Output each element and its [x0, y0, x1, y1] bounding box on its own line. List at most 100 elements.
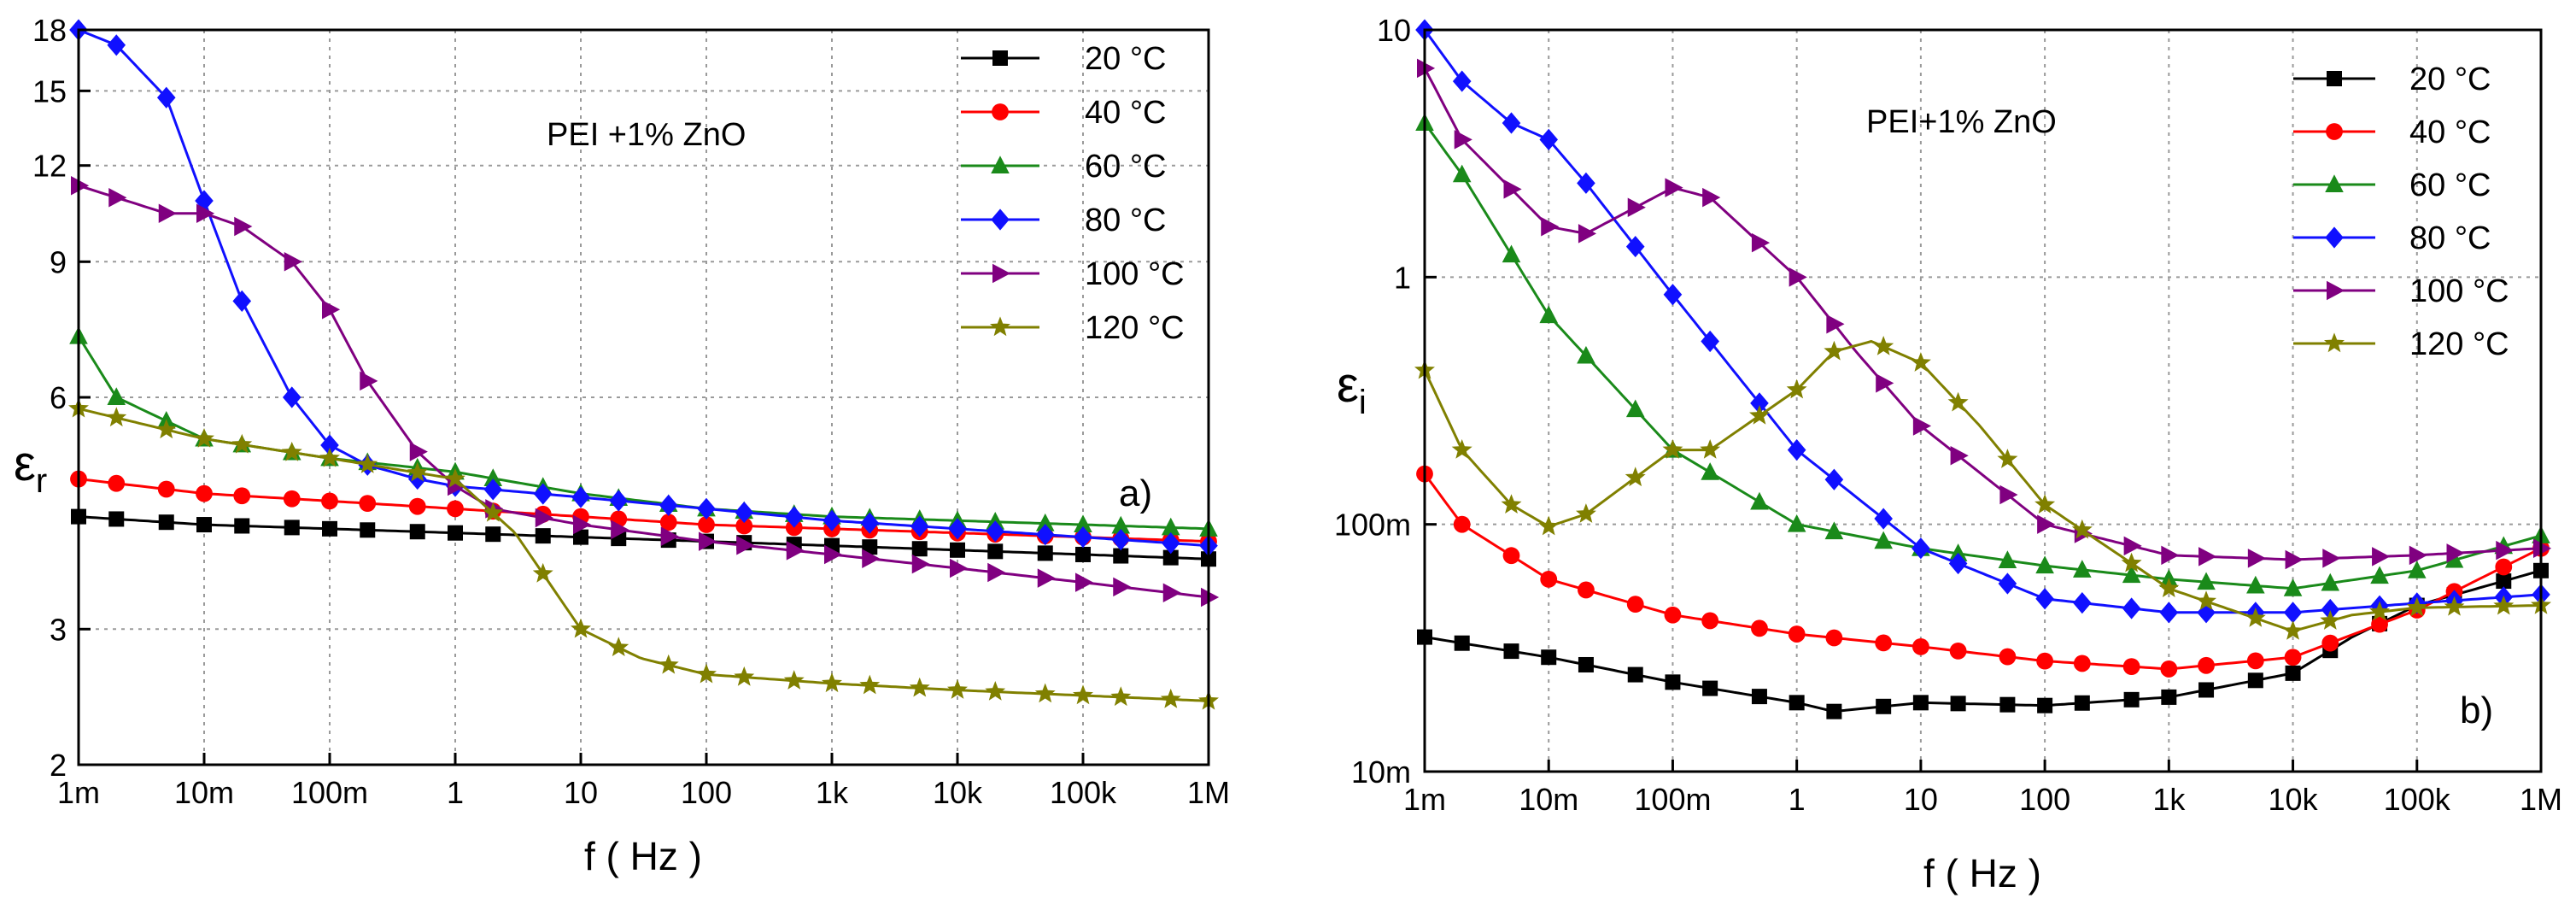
chart-a-point-100: [824, 544, 843, 565]
chart-a-x-axis-title: f ( Hz ): [584, 834, 702, 878]
chart-b-legend-item-80: 80 °C: [2293, 220, 2491, 256]
chart-a-point-80: [1074, 526, 1092, 549]
chart-b-y-ticks: 10m 100m 1 10: [1334, 13, 1437, 790]
chart-a-point-20: [485, 526, 501, 543]
chart-b-point-100: [2322, 549, 2341, 568]
chart-b-legend-item-60: 60 °C: [2293, 167, 2491, 203]
chart-b-point-80: [1577, 172, 1595, 194]
chart-b-point-100: [1417, 58, 1436, 79]
chart-b-point-120: [2071, 519, 2093, 539]
chart-a-legend-marker: [992, 103, 1009, 120]
chart-b-point-60: [2444, 549, 2464, 568]
chart-b-y-axis-title: εi: [1337, 357, 1367, 421]
chart-b-point-120: [2406, 596, 2427, 617]
chart-b-point-80: [2321, 598, 2340, 621]
chart-b-point-60: [1539, 305, 1559, 324]
chart-b-point-20: [2198, 682, 2215, 698]
chart-b-point-60: [2122, 565, 2141, 584]
chart-b-annotation: PEI+1% ZnO: [1866, 104, 2057, 140]
chart-b-point-40: [1453, 515, 1471, 533]
chart-b-point-120: [2196, 590, 2216, 610]
chart-b-point-60: [2321, 572, 2340, 591]
chart-b-point-80: [2122, 597, 2141, 619]
chart-a-point-100: [950, 558, 969, 578]
chart-a-point-60: [107, 387, 126, 405]
chart-a-point-120: [822, 672, 842, 693]
chart-a-line-100: [78, 184, 1209, 599]
chart-b-point-80: [2073, 592, 2092, 614]
chart-b-point-120: [2320, 610, 2341, 630]
chart-b-point-40: [2284, 649, 2302, 666]
chart-b-point-40: [2160, 660, 2178, 678]
chart-a-legend-item-100: 100 °C: [961, 256, 1185, 292]
chart-b-point-80: [1787, 438, 1806, 461]
chart-a-point-120: [1160, 688, 1181, 708]
chart-b-point-100: [2372, 547, 2391, 567]
chart-b-point-40: [1788, 625, 1806, 643]
chart-a-point-100: [158, 203, 177, 223]
chart-a-y-tick-label: 3: [50, 612, 67, 647]
chart-a-point-80: [735, 501, 754, 524]
chart-a-point-80: [910, 515, 929, 537]
chart-a-series-120: [68, 397, 1219, 710]
chart-b-point-100: [2533, 538, 2552, 558]
chart-b-point-120: [1824, 340, 1845, 361]
chart-a-series-100: [71, 175, 1220, 608]
chart-a-point-120: [696, 663, 717, 684]
chart-b-point-100: [1503, 179, 1522, 199]
chart-a-legend-item-80: 80 °C: [961, 203, 1166, 238]
chart-b-point-80: [2159, 602, 2179, 624]
chart-b-point-120: [1700, 439, 1721, 459]
chart-b-line-20: [1424, 569, 2542, 713]
chart-a-point-120: [571, 618, 591, 638]
chart-a-point-120: [947, 679, 968, 699]
chart-a-point-80: [823, 509, 841, 531]
chart-a-point-120: [357, 454, 378, 473]
chart-b-x-tick-label: 100: [2019, 782, 2070, 817]
chart-b-point-40: [1701, 612, 1719, 630]
chart-a-point-80: [784, 506, 804, 528]
chart-a-point-20: [573, 529, 588, 545]
chart-a-point-20: [535, 528, 551, 544]
chart-a-point-100: [573, 514, 592, 535]
chart-a-point-100: [196, 203, 215, 223]
chart-b-legend-marker: [2327, 71, 2342, 86]
chart-a-point-40: [233, 487, 251, 505]
chart-b-point-100: [1665, 178, 1683, 197]
chart-b-point-20: [1751, 689, 1767, 705]
chart-a-point-40: [408, 497, 426, 515]
chart-a-point-100: [1037, 568, 1056, 588]
chart-a-legend-label: 80 °C: [1085, 203, 1166, 238]
chart-b-legend: 20 °C 40 °C 60 °C 80 °C 100 °C 120 °C: [2293, 62, 2509, 362]
chart-b-point-60: [2073, 560, 2092, 578]
chart-b-legend-item-20: 20 °C: [2293, 62, 2491, 97]
chart-a-legend-marker: [992, 50, 1008, 66]
chart-b-point-120: [1997, 449, 2018, 468]
chart-a-point-80: [407, 467, 427, 490]
chart-b-point-80: [1502, 112, 1521, 134]
chart-b-point-20: [2161, 689, 2177, 705]
chart-a-point-100: [1162, 583, 1181, 603]
chart-b-point-60: [1750, 491, 1769, 510]
chart-b-point-60: [1452, 164, 1472, 183]
chart-b-point-40: [2246, 652, 2264, 670]
chart-b-point-100: [1950, 445, 1969, 466]
chart-b-point-60: [2246, 575, 2265, 594]
chart-b-point-20: [1578, 656, 1594, 672]
chart-a-y-tick-label: 9: [50, 244, 67, 279]
chart-b-point-120: [1749, 404, 1770, 425]
chart-a-point-100: [322, 300, 341, 320]
chart-b-point-40: [1502, 547, 1520, 565]
chart-a-series-layer: [68, 19, 1220, 710]
chart-b-point-120: [1501, 494, 1522, 514]
chart-a-y-ticks: 2 3 6 9 12 15 18: [32, 13, 91, 783]
chart-a-point-40: [698, 516, 715, 533]
chart-b-point-20: [1541, 649, 1557, 666]
chart-b-point-40: [1999, 648, 2017, 666]
chart-a-point-120: [783, 670, 805, 690]
chart-b-point-80: [1912, 537, 1930, 560]
chart-b-point-80: [2035, 588, 2054, 610]
chart-a-point-100: [786, 541, 805, 561]
chart-b-point-40: [2371, 615, 2388, 633]
